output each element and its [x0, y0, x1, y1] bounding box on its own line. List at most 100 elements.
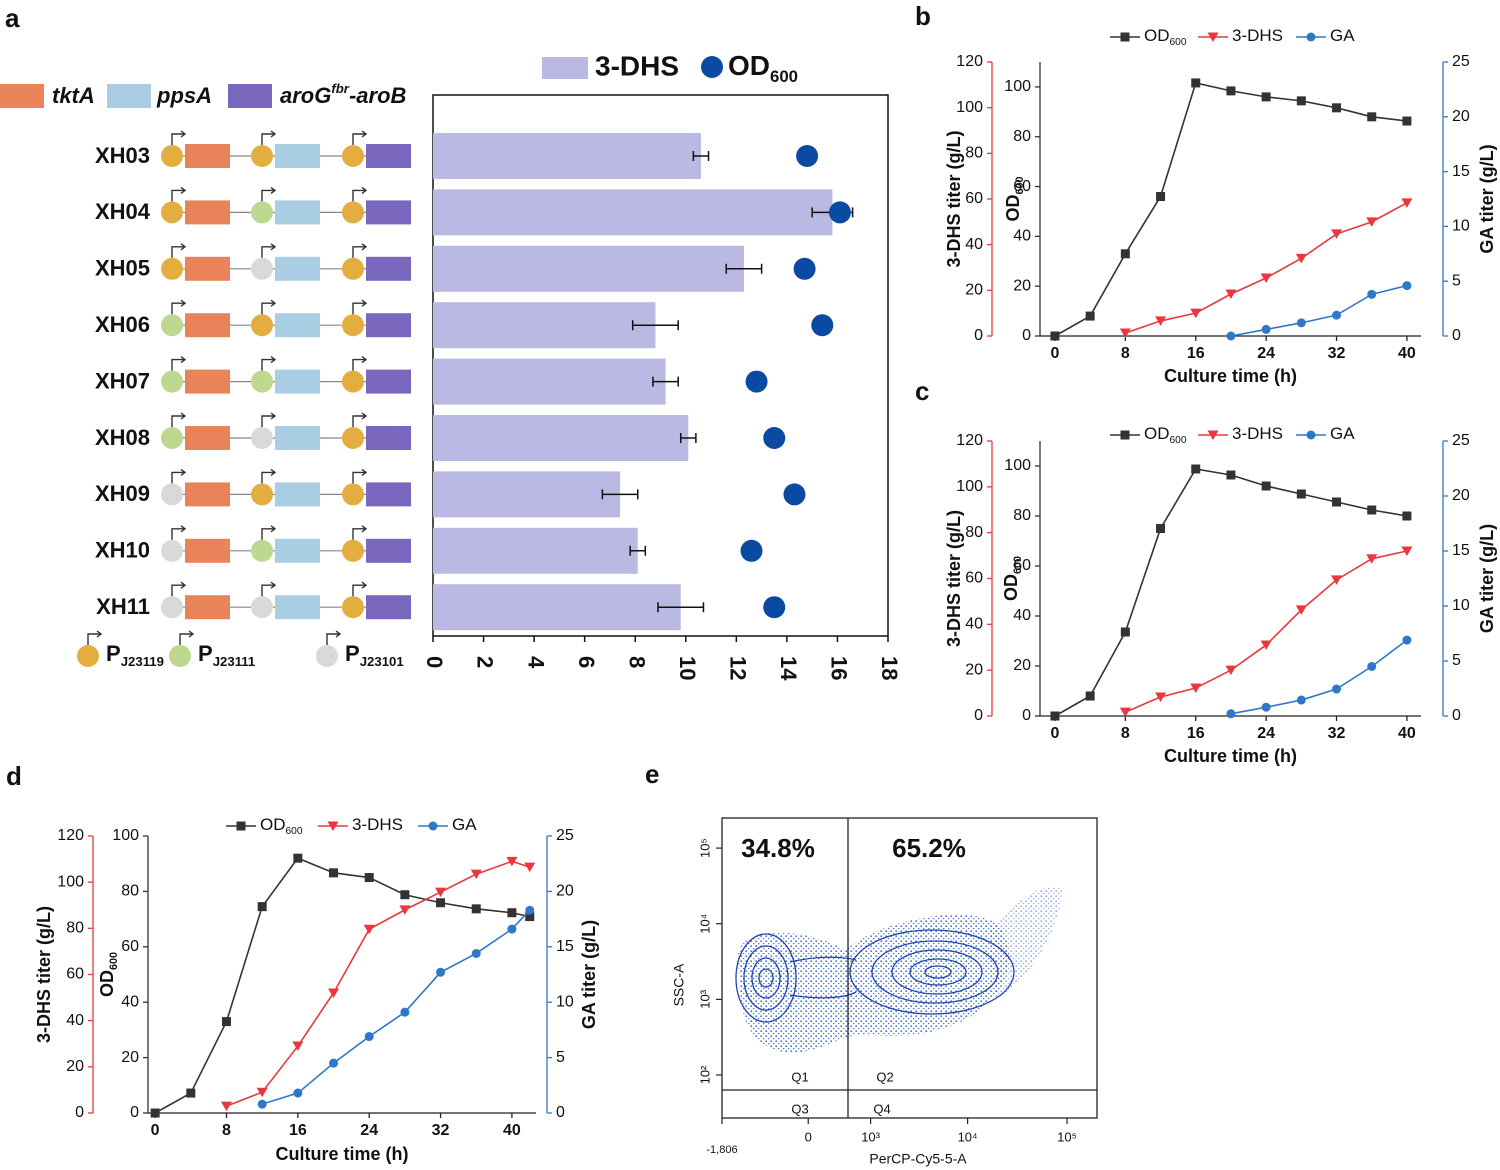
y-tick-label: 20	[121, 1049, 139, 1066]
marker	[1120, 249, 1130, 259]
legend-label-part: GA	[1330, 424, 1355, 443]
event-cloud	[737, 914, 1009, 1053]
y-tick-label: 10³	[697, 989, 712, 1008]
gene-label-part: fbr	[331, 81, 349, 96]
legend-label: 3-DHS	[352, 815, 403, 834]
y-axis-title-part: 3-DHS titer (g/L)	[944, 130, 964, 267]
gene	[185, 426, 230, 450]
promoter	[251, 145, 273, 167]
y-tick-label: 60	[965, 570, 983, 587]
promoter-arrow	[171, 186, 187, 202]
od-dot	[783, 483, 806, 506]
legend-label-part: OD	[728, 50, 770, 81]
bar	[433, 584, 681, 631]
y-tick-label: 100	[112, 827, 139, 844]
quadrant-percent: 34.8%	[741, 833, 815, 863]
marker	[1331, 229, 1343, 239]
promoter	[161, 201, 183, 224]
y-tick-label: 40	[1013, 228, 1031, 245]
y-tick-label: 15	[556, 938, 574, 955]
x-tick-label: 8	[1121, 345, 1130, 362]
promoter-label-part: J23119	[121, 654, 164, 669]
legend-label-part: 3-DHS	[1232, 424, 1283, 443]
promoter	[342, 257, 364, 280]
category-label: XH09	[95, 481, 150, 506]
promoter-label: PJ23111	[198, 641, 255, 669]
y-tick-label: 80	[66, 920, 84, 937]
legend-label-part: GA	[452, 815, 477, 834]
x-tick-label: 18	[877, 656, 902, 680]
error-bar	[692, 151, 710, 161]
y-tick-label: 10	[556, 993, 574, 1010]
gene-label: ppsA	[156, 83, 212, 108]
error-bar	[725, 263, 763, 274]
promoter	[342, 370, 364, 393]
marker	[1155, 692, 1167, 702]
promoter	[161, 427, 183, 449]
y-axis-title: SSC-A	[671, 963, 687, 1006]
y-tick-label: 60	[1013, 557, 1031, 574]
y-tick-label: 20	[965, 661, 983, 678]
x-tick-label: 2	[473, 656, 498, 668]
y-tick-label: 40	[121, 993, 139, 1010]
x-tick-label: 24	[1257, 725, 1275, 742]
marker	[1120, 32, 1130, 42]
x-tick-label: 0	[1051, 725, 1060, 742]
gene	[185, 200, 230, 225]
flow-plot-art	[721, 817, 1098, 1119]
gene-swatch	[107, 84, 151, 108]
panel-label: e	[645, 759, 659, 789]
promoter-arrow	[352, 243, 368, 258]
marker	[428, 821, 438, 831]
gene-swatch	[228, 84, 272, 108]
promoter	[342, 201, 364, 224]
x-tick-label: 16	[1187, 725, 1205, 742]
legend-label: OD600	[1144, 424, 1187, 446]
x-tick-label: 16	[1187, 345, 1205, 362]
y-tick-label: 20	[1452, 487, 1470, 504]
legend-label-part: 600	[1170, 435, 1187, 446]
x-tick-label: -1,806	[706, 1144, 737, 1156]
marker	[256, 1087, 268, 1098]
promoter-arrow	[171, 356, 187, 371]
y-axis-title: 3-DHS titer (g/L)	[34, 906, 54, 1043]
y-tick-label: 60	[121, 938, 139, 955]
legend-label-part: 600	[1170, 37, 1187, 48]
error-bar	[652, 376, 679, 387]
promoter-label: PJ23101	[345, 641, 404, 669]
marker	[1366, 554, 1378, 564]
marker	[525, 905, 535, 915]
legend-label-part: 600	[286, 826, 303, 837]
promoter-arrow	[261, 130, 277, 145]
y-axis-title: OD600	[97, 952, 120, 997]
marker	[1085, 691, 1095, 701]
bar	[433, 302, 656, 349]
y-tick-label: 100	[1004, 457, 1031, 474]
marker	[1225, 665, 1237, 676]
marker	[470, 869, 482, 880]
legend-label: OD600	[728, 50, 798, 86]
legend-label-part: 600	[770, 67, 798, 86]
marker	[221, 1017, 231, 1027]
legend-label: 3-DHS	[595, 50, 679, 81]
x-tick-label: 0	[422, 656, 447, 668]
x-tick-label: 16	[289, 1122, 307, 1139]
gene	[275, 200, 320, 225]
flow-frame	[721, 817, 1098, 1119]
event-cloud-tail	[990, 886, 1062, 1000]
legend-label: OD600	[260, 815, 303, 837]
y-tick-label: 100	[956, 478, 983, 495]
od-dot	[745, 370, 768, 393]
marker	[1401, 546, 1413, 556]
promoter-label-part: J23111	[213, 654, 256, 669]
marker	[1155, 316, 1167, 326]
panel-label: d	[6, 761, 22, 791]
marker	[150, 1108, 160, 1118]
bar	[433, 471, 621, 518]
y-tick-label: 40	[965, 236, 983, 253]
gene	[275, 144, 320, 168]
y-tick-label: 5	[556, 1049, 565, 1066]
marker	[1402, 511, 1412, 521]
promoter-label: PJ23119	[106, 641, 164, 669]
y-axis-title-part: 600	[108, 952, 120, 970]
